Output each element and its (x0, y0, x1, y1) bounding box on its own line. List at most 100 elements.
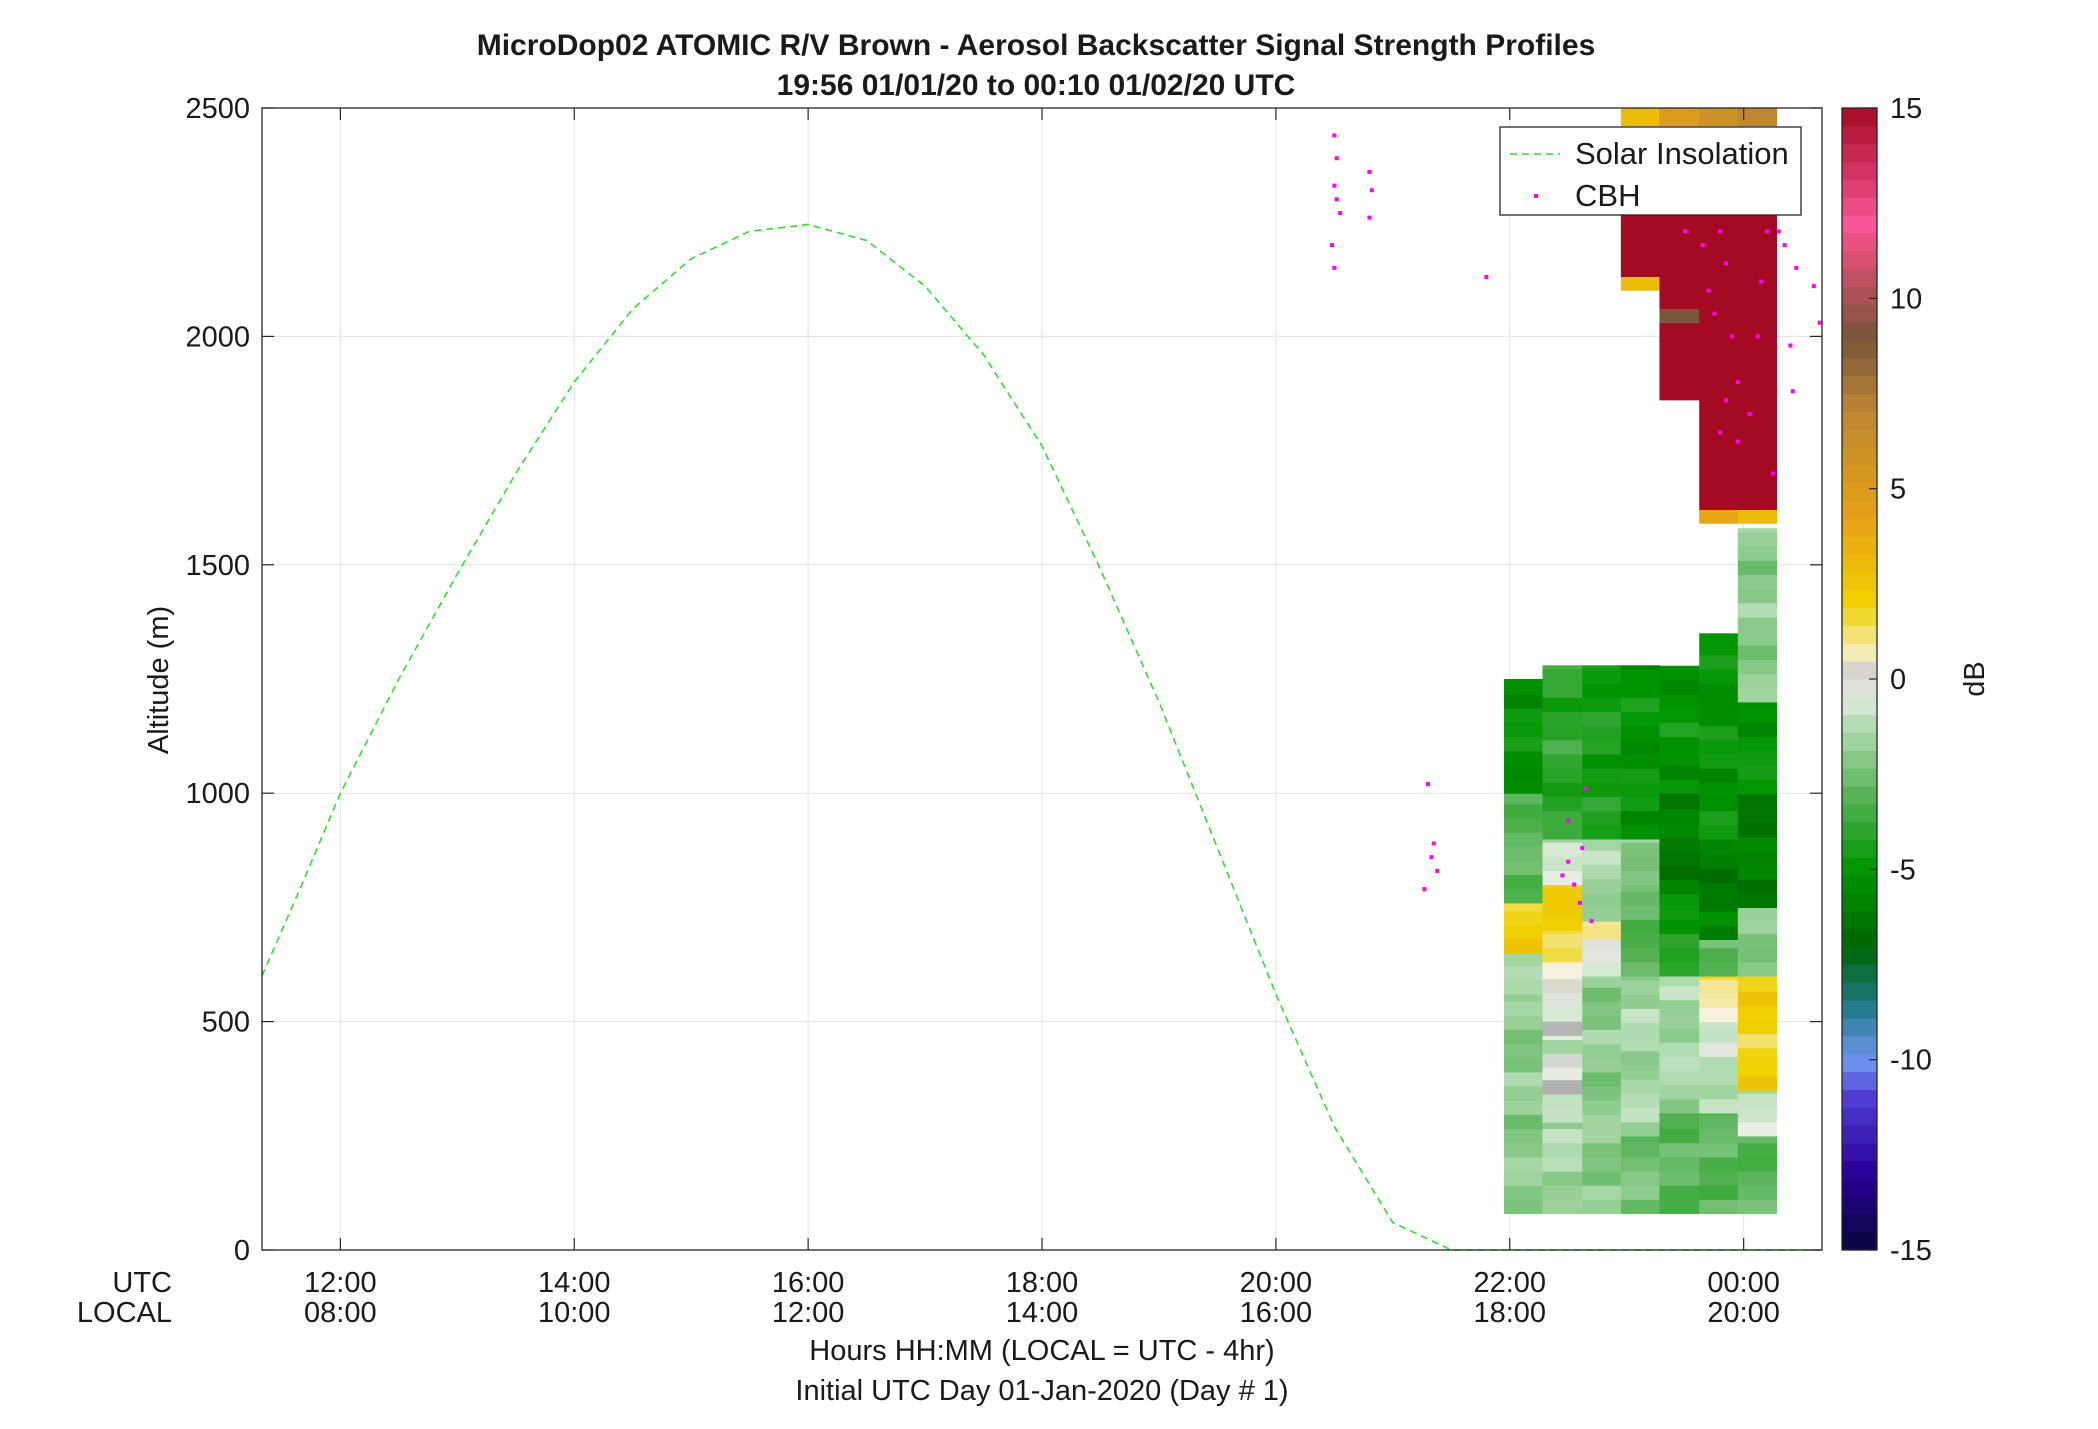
colorbar-tick-label: 0 (1890, 664, 1906, 696)
heatmap-cell (1737, 1093, 1777, 1109)
heatmap-cell (1542, 711, 1583, 727)
cbh-point (1817, 320, 1822, 325)
x-tick-label-utc: 16:00 (772, 1267, 845, 1299)
heatmap-cell (1737, 1005, 1777, 1020)
heatmap-cell (1620, 277, 1661, 291)
heatmap-cell (1699, 1185, 1739, 1200)
colorbar-segment (1842, 215, 1877, 234)
heatmap-cell (1737, 108, 1777, 127)
heatmap-cell (1699, 882, 1739, 898)
heatmap-cell (1582, 925, 1622, 940)
heatmap-cell (1503, 1128, 1544, 1144)
heatmap-cell (1582, 986, 1622, 1002)
heatmap-cell (1542, 947, 1583, 963)
cbh-point (1425, 782, 1430, 787)
colorbar-segment (1842, 1035, 1877, 1055)
heatmap-cell (1737, 764, 1777, 780)
heatmap-cell (1582, 1001, 1622, 1016)
heatmap-cell (1659, 851, 1700, 866)
heatmap-cell (1542, 1053, 1583, 1068)
heatmap-cell (1620, 1142, 1661, 1158)
heatmap-cell (1659, 322, 1700, 401)
cbh-point (1330, 243, 1335, 248)
colorbar-segment (1842, 768, 1877, 787)
heatmap-cell (1503, 694, 1544, 709)
heatmap-cell (1582, 1128, 1622, 1144)
heatmap-cell (1582, 906, 1622, 922)
heatmap-cell (1582, 665, 1622, 670)
heatmap-cell (1699, 975, 1739, 980)
heatmap-cell (1620, 1121, 1661, 1137)
heatmap-cell (1699, 925, 1739, 940)
heatmap-cell (1542, 1035, 1583, 1041)
cbh-point (1788, 343, 1793, 348)
heatmap-cell (1699, 633, 1739, 642)
cbh-point (1790, 389, 1795, 394)
heatmap-cell (1699, 1027, 1739, 1043)
cbh-point (1583, 786, 1588, 791)
y-tick-label: 1000 (185, 778, 250, 810)
heatmap-cell (1659, 933, 1700, 949)
colorbar (1842, 108, 1877, 1251)
cbh-point (1589, 919, 1594, 924)
heatmap-cell (1582, 1086, 1622, 1101)
x-tick-label-utc: 20:00 (1240, 1267, 1313, 1299)
heatmap-cell (1503, 1199, 1544, 1215)
heatmap-cell (1503, 1043, 1544, 1059)
heatmap-cell (1582, 711, 1622, 727)
heatmap-cell (1620, 933, 1661, 949)
heatmap-cell (1620, 1022, 1661, 1038)
legend-label-solar: Solar Insolation (1575, 136, 1789, 171)
heatmap-cell (1542, 782, 1583, 797)
x-tick-label-utc: 00:00 (1707, 1267, 1780, 1299)
heatmap-cell (1699, 640, 1739, 656)
heatmap-cell (1620, 725, 1661, 741)
heatmap-cell (1659, 679, 1700, 695)
x-tick-label-utc: 12:00 (304, 1267, 377, 1299)
heatmap-cell (1659, 919, 1700, 935)
heatmap-cell (1503, 722, 1544, 738)
heatmap-cell (1659, 999, 1700, 1015)
y-tick-label: 1500 (185, 550, 250, 582)
heatmap-cell (1699, 993, 1739, 1009)
heatmap-cell (1699, 1007, 1739, 1023)
heatmap-cell (1737, 919, 1777, 935)
heatmap-cell (1659, 764, 1700, 780)
heatmap-cell (1503, 1156, 1544, 1172)
heatmap-cell (1620, 753, 1661, 769)
heatmap-cell (1659, 1199, 1700, 1215)
cbh-point (1776, 229, 1781, 234)
x-tick-row-label-utc: UTC (112, 1267, 172, 1299)
heatmap-cell (1542, 1039, 1583, 1055)
heatmap-cell (1737, 1185, 1777, 1200)
heatmap-cell (1737, 975, 1777, 978)
heatmap-cell (1699, 1042, 1739, 1057)
heatmap-cell (1737, 893, 1777, 908)
heatmap-cell (1737, 546, 1777, 561)
heatmap-cell (1503, 965, 1544, 981)
colorbar-segment (1842, 714, 1877, 734)
heatmap-cell (1699, 838, 1739, 841)
heatmap-cell (1620, 668, 1661, 684)
heatmap-cell (1620, 1135, 1661, 1144)
heatmap-cell (1620, 870, 1661, 886)
heatmap-cell (1582, 768, 1622, 783)
heatmap-cell (1542, 975, 1583, 980)
colorbar-segment (1842, 910, 1877, 930)
heatmap-cell (1503, 750, 1544, 766)
heatmap-cell (1620, 739, 1661, 755)
x-tick-label-local: 20:00 (1707, 1297, 1780, 1329)
colorbar-segment (1842, 375, 1877, 394)
x-tick-label-local: 16:00 (1240, 1297, 1313, 1329)
heatmap-cell (1542, 916, 1583, 931)
cbh-point (1700, 243, 1705, 248)
heatmap-cell (1659, 905, 1700, 920)
heatmap-cell (1699, 782, 1739, 797)
heatmap-cell (1503, 860, 1544, 876)
colorbar-segment (1842, 839, 1877, 858)
heatmap-cell (1659, 708, 1700, 723)
legend-label-cbh: CBH (1575, 178, 1640, 213)
heatmap-cell (1620, 890, 1661, 906)
heatmap-cell (1737, 616, 1777, 632)
